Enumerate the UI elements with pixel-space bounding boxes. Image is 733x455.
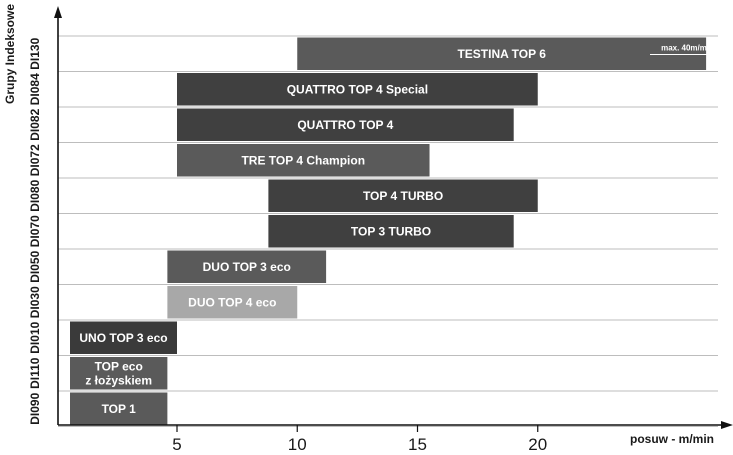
- y-tick-label: DI130: [28, 37, 42, 69]
- x-axis-title: posuw - m/min: [630, 432, 714, 446]
- y-tick-label: DI070: [28, 215, 42, 247]
- bar-di080: TOP 4 TURBO: [268, 179, 538, 212]
- y-tick-label: DI090: [28, 392, 42, 424]
- bar-di090: TOP 1: [70, 392, 168, 425]
- x-tick-label: 15: [408, 435, 427, 454]
- bar-label: TOP 4 TURBO: [363, 189, 443, 203]
- max-speed-annotation: max. 40m/min: [661, 44, 714, 53]
- bar-label: QUATTRO TOP 4 Special: [287, 82, 428, 96]
- bar-di072: TRE TOP 4 Champion: [177, 144, 430, 177]
- x-tick-labels: 5 10 15 20: [172, 425, 547, 454]
- bar-di010: UNO TOP 3 eco: [70, 321, 177, 354]
- bars: TESTINA TOP 6 max. 40m/min QUATTRO TOP 4 S…: [70, 37, 714, 425]
- y-tick-label: DI084: [28, 73, 42, 105]
- bar-label: DUO TOP 4 eco: [188, 295, 276, 309]
- bar-rect: [70, 392, 168, 425]
- bar-di082: QUATTRO TOP 4: [177, 108, 514, 141]
- bar-di130: TESTINA TOP 6 max. 40m/min: [297, 37, 714, 70]
- bar-rect: [177, 73, 538, 106]
- bar-label: DUO TOP 3 eco: [203, 260, 291, 274]
- gridlines: [58, 35, 718, 427]
- bar-rect: [268, 179, 538, 212]
- bar-label: TOP eco: [95, 359, 143, 373]
- y-axis-title: Grupy Indeksowe: [3, 4, 17, 104]
- x-axis-arrow: [721, 421, 733, 429]
- bar-rect: [70, 321, 177, 354]
- bar-rect: [167, 286, 298, 319]
- bar-rect: [177, 144, 430, 177]
- bar-label: TRE TOP 4 Champion: [241, 153, 365, 167]
- y-tick-label: DI072: [28, 144, 42, 176]
- y-tick-label: DI010: [28, 321, 42, 353]
- y-tick-label: DI110: [28, 357, 42, 389]
- x-tick-label: 10: [288, 435, 307, 454]
- bar-di030: DUO TOP 4 eco: [167, 286, 298, 319]
- bar-rect: [177, 108, 514, 141]
- bar-label: QUATTRO TOP 4: [297, 118, 393, 132]
- y-tick-labels: DI130 DI084 DI082 DI072 DI080 DI070 DI050 DI030…: [28, 37, 42, 424]
- bar-label: TOP 3 TURBO: [351, 224, 431, 238]
- bar-label: UNO TOP 3 eco: [79, 331, 167, 345]
- x-tick-label: 5: [172, 435, 181, 454]
- y-tick-label: DI050: [28, 250, 42, 282]
- bar-di050: DUO TOP 3 eco: [167, 250, 327, 283]
- y-tick-label: DI080: [28, 179, 42, 211]
- annotation-arrowhead: [709, 52, 714, 57]
- bar-label: TOP 1: [102, 402, 137, 416]
- bar-label: z łożyskiem: [85, 373, 152, 387]
- bar-di070: TOP 3 TURBO: [268, 215, 514, 248]
- bar-label: TESTINA TOP 6: [457, 47, 546, 61]
- bar-rect: [70, 357, 168, 390]
- x-tick-label: 20: [528, 435, 547, 454]
- bar-rect: [268, 215, 514, 248]
- bar-rect: [167, 250, 327, 283]
- bar-rect: [297, 37, 707, 70]
- y-tick-label: DI030: [28, 286, 42, 318]
- y-axis-arrow: [54, 6, 62, 18]
- axes: [54, 6, 733, 429]
- y-tick-label: DI082: [28, 108, 42, 140]
- bar-di084: QUATTRO TOP 4 Special: [177, 73, 538, 106]
